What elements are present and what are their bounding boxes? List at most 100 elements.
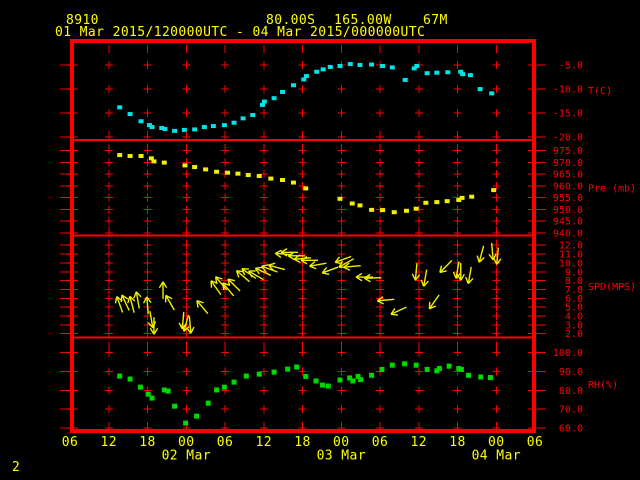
temperature-series-point — [290, 83, 296, 88]
x-date-label: 03 Mar — [317, 449, 366, 464]
wind-arrow — [227, 278, 241, 292]
temperature-series-point — [460, 72, 466, 77]
temperature-series-point — [127, 112, 133, 117]
temperature-series-point — [146, 123, 152, 128]
grid — [60, 45, 546, 432]
humidity-series-point — [465, 372, 471, 378]
humidity-series-point — [402, 361, 408, 367]
humidity-series-point — [127, 376, 133, 382]
y-tick-label: -5.0 — [559, 61, 583, 72]
y-tick-label: 960.0 — [553, 181, 583, 192]
temperature-series-point — [162, 126, 168, 131]
x-hour-label: 12 — [256, 435, 272, 450]
pressure-series-point — [369, 207, 375, 212]
longitude-label: 165.00W — [334, 13, 392, 28]
temperature-series — [117, 62, 495, 133]
y-tick-label: -15.0 — [553, 109, 583, 120]
pressure-series-point — [235, 171, 241, 176]
wind-arrow — [456, 263, 465, 281]
x-hour-label: 00 — [333, 435, 349, 450]
wind-arrow — [235, 270, 251, 283]
wind-arrow — [181, 314, 190, 332]
humidity-series — [117, 361, 493, 426]
wind-arrow — [355, 272, 373, 282]
humidity-series-point — [231, 379, 237, 385]
pressure-series-point — [225, 170, 231, 175]
panel-frame — [70, 39, 536, 433]
wind-arrow — [476, 245, 485, 263]
pressure-series-point — [434, 200, 440, 205]
pressure-series-point — [456, 197, 462, 202]
wind-arrow — [267, 262, 286, 271]
x-hour-label: 18 — [139, 435, 155, 450]
x-hour-label: 18 — [294, 435, 310, 450]
humidity-series-point — [424, 366, 430, 372]
wind-arrow — [300, 256, 319, 265]
wind-arrow — [439, 259, 453, 274]
humidity-series-point — [243, 373, 249, 379]
y-tick-label: 60.0 — [559, 423, 583, 434]
y-tick-label: 945.0 — [553, 217, 583, 228]
pressure-series-point — [469, 194, 475, 199]
temperature-series-point — [279, 89, 285, 94]
humidity-series-point — [117, 373, 123, 379]
y-tick-label: 975.0 — [553, 146, 583, 157]
y-tick-label: 970.0 — [553, 158, 583, 169]
temperature-series-point — [210, 124, 216, 129]
panel-name-label: RH(%) — [588, 380, 618, 391]
humidity-series-point — [446, 363, 452, 369]
y-tick-label: 10.0 — [559, 258, 583, 269]
humidity-series-point — [379, 366, 385, 372]
panel-name-label: T(C) — [588, 86, 612, 97]
humidity-series-point — [413, 362, 419, 368]
humidity-series-point — [303, 373, 309, 379]
humidity-series-point — [478, 374, 484, 380]
pressure-series-point — [279, 177, 285, 182]
temperature-series-point — [347, 62, 353, 67]
temperature-series-point — [489, 91, 495, 96]
y-tick-label: 5.0 — [565, 303, 583, 314]
temperature-series-point — [337, 63, 343, 68]
temperature-series-point — [117, 105, 123, 110]
pressure-series-point — [413, 206, 419, 211]
x-hour-label: 06 — [217, 435, 233, 450]
pressure-series-point — [357, 203, 363, 208]
temperature-series-point — [259, 102, 265, 107]
plot-border — [70, 39, 536, 433]
panel-name-label: SPD(MPS) — [588, 282, 636, 293]
pressure-series-point — [245, 173, 251, 178]
humidity-series-point — [137, 384, 143, 390]
wind-arrow — [248, 270, 264, 281]
pressure-series-point — [117, 153, 123, 158]
plot-area: -5.0 -10.0 -15.0 -20.0 T(C) 975.0970.0965.096… — [60, 39, 636, 464]
x-date-label: 04 Mar — [472, 449, 521, 464]
x-hour-label: 00 — [178, 435, 194, 450]
y-tick-label: 8.0 — [565, 276, 583, 287]
x-hour-label: 06 — [372, 435, 388, 450]
wind-arrow — [376, 296, 395, 305]
humidity-series-point — [350, 378, 356, 384]
wind-arrow — [390, 306, 407, 316]
pressure-series-point — [127, 153, 133, 158]
pressure-series-point — [192, 165, 198, 170]
x-hour-label: 06 — [62, 435, 78, 450]
wind-arrow — [364, 273, 382, 283]
pressure-series-point — [290, 180, 296, 185]
wind-arrow — [133, 291, 142, 309]
axis-labels: -5.0 -10.0 -15.0 -20.0 T(C) 975.0970.0965.096… — [62, 61, 636, 464]
humidity-series-point — [149, 395, 155, 401]
wind-arrow — [293, 254, 312, 263]
wind-arrow — [321, 266, 339, 275]
temperature-series-point — [314, 69, 320, 74]
y-tick-label: 4.0 — [565, 312, 583, 323]
temperature-series-point — [414, 63, 420, 68]
pressure-series-point — [491, 188, 497, 193]
y-tick-label: 955.0 — [553, 193, 583, 204]
pressure-series-point — [403, 208, 409, 213]
y-tick-label: -10.0 — [553, 85, 583, 96]
humidity-series-point — [145, 391, 151, 397]
x-hour-label: 12 — [101, 435, 117, 450]
humidity-series-point — [271, 369, 277, 375]
temperature-series-point — [445, 70, 451, 75]
elevation-label: 67M — [423, 13, 448, 28]
